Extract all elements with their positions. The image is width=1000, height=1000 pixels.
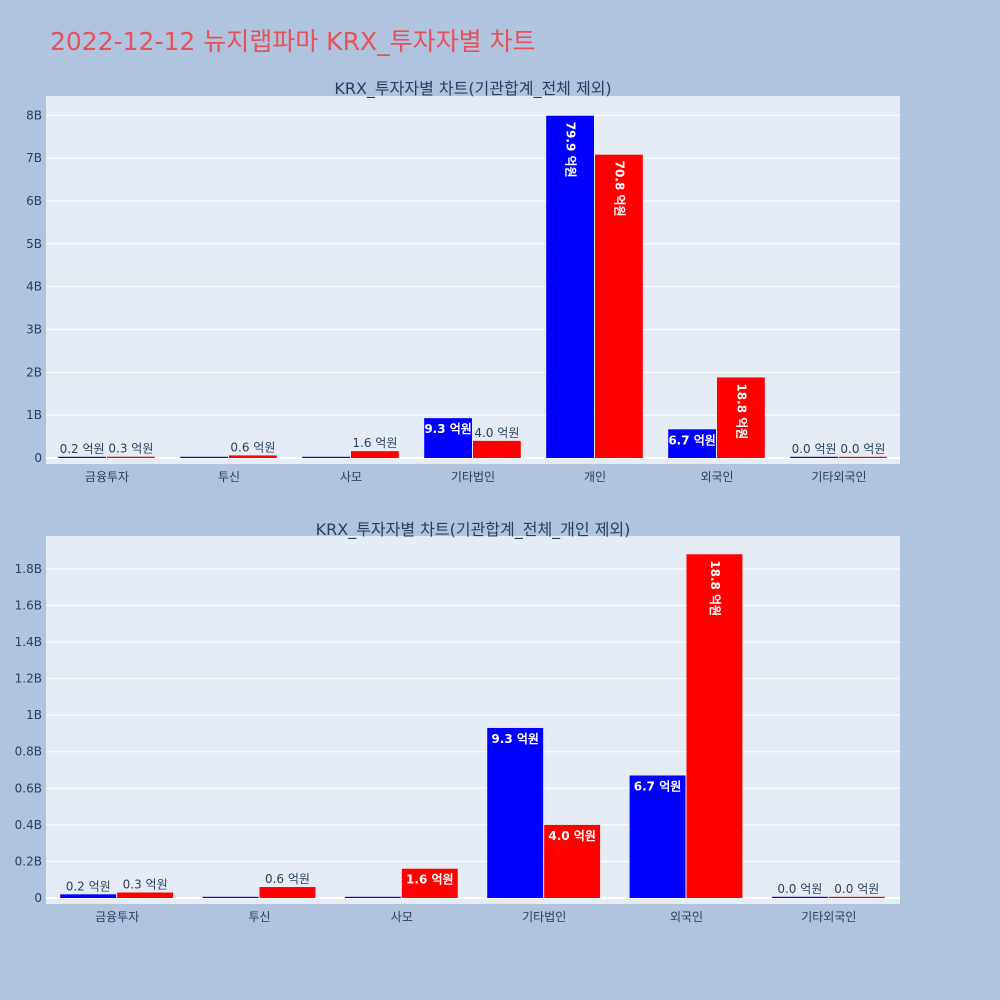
chart-bottom-svg: 0 0.2B 0.4B 0.6B 0.8B 1B 1.2B 1.4B 1.6B 1.8B KRX_투… [15,520,900,924]
chart-1-data-label: 6.7 억원 [634,780,682,794]
chart-0-x-tick-label: 외국인 [700,470,733,484]
chart-0-bar [58,456,106,458]
chart-1-data-label: 9.3 억원 [491,732,539,746]
chart-1-x-tick-label: 기타법인 [522,910,566,924]
chart-1-x-tick-label: 사모 [391,910,413,924]
chart-0-y-tick-label: 6B [26,194,42,208]
chart-1-bar [401,868,458,898]
chart-1-y-tick-label: 1.2B [15,672,42,686]
chart-0-data-label: 0.3 억원 [108,442,153,456]
chart-top: 0 1B 2B 3B 4B 5B 6B 7B 8B KRX_투자자별 차트(기관합계_전체 제외)… [0,70,1000,500]
chart-0-data-label: 70.8 억원 [612,161,626,217]
chart-0-data-label: 0.0 억원 [792,442,837,456]
chart-0-data-label: 6.7 억원 [668,433,716,447]
chart-1-bar [828,896,885,898]
chart-0-bar [302,456,350,458]
chart-1-y-tick-label: 0.8B [15,745,42,759]
chart-0-data-label: 18.8 억원 [734,383,748,439]
chart-1-data-label: 0.0 억원 [834,882,879,896]
chart-0-plot-area [46,96,900,464]
chart-1-data-label: 0.6 억원 [265,872,310,886]
chart-0-y-tick-label: 3B [26,322,42,336]
chart-0-y-tick-label: 4B [26,280,42,294]
chart-0-data-label: 0.2 억원 [60,442,105,456]
chart-1-y-tick-label: 0.2B [15,854,42,868]
chart-1-bar [60,894,117,898]
chart-0-y-tick-label: 8B [26,108,42,122]
chart-1-x-tick-label: 외국인 [670,910,703,924]
chart-0-bar [107,456,155,458]
chart-0-x-tick-label: 사모 [340,470,362,484]
chart-top-svg: 0 1B 2B 3B 4B 5B 6B 7B 8B KRX_투자자별 차트(기관합계_전체 제외)… [26,79,900,484]
chart-1-y-tick-label: 1.8B [15,562,42,576]
chart-1-data-label: 0.3 억원 [123,878,168,892]
chart-1-title: KRX_투자자별 차트(기관합계_전체_개인 제외) [316,520,631,540]
chart-1-x-tick-label: 투신 [248,910,270,924]
chart-1-y-tick-label: 0 [34,891,42,905]
chart-0-data-label: 79.9 억원 [564,122,578,178]
chart-0-bar [180,456,228,458]
chart-1-bar [259,887,316,898]
chart-1-data-label: 18.8 억원 [708,560,722,616]
chart-0-y-tick-label: 5B [26,237,42,251]
chart-1-plot-area [46,536,900,904]
chart-bottom: 0 0.2B 0.4B 0.6B 0.8B 1B 1.2B 1.4B 1.6B 1.8B KRX_투… [0,510,1000,940]
chart-1-bar [117,892,174,898]
chart-1-bar [544,824,601,898]
chart-0-bar [717,377,765,458]
chart-0-x-tick-label: 투신 [218,470,240,484]
chart-0-bar [546,115,594,458]
chart-1-y-tick-label: 1.4B [15,635,42,649]
chart-0-data-label: 0.0 억원 [840,442,885,456]
chart-0-bar [473,440,521,458]
chart-1-y-tick-label: 0.4B [15,818,42,832]
chart-0-x-tick-label: 개인 [584,470,606,484]
chart-1-x-tick-label: 금융투자 [95,910,139,924]
chart-0-bar [790,456,838,458]
chart-0-title: KRX_투자자별 차트(기관합계_전체 제외) [334,79,611,99]
chart-1-data-label: 1.6 억원 [406,873,454,887]
chart-0-bar [229,455,277,458]
chart-0-y-tick-label: 0 [34,451,42,465]
chart-1-y-tick-label: 1.6B [15,598,42,612]
chart-0-bar [839,456,887,458]
page-title: 2022-12-12 뉴지랩파마 KRX_투자자별 차트 [50,27,536,56]
chart-1-bar [487,727,544,898]
chart-1-x-tick-label: 기타외국인 [801,910,856,924]
chart-0-y-tick-label: 1B [26,408,42,422]
chart-0-bar [351,451,399,458]
chart-0-y-tick-label: 2B [26,365,42,379]
chart-0-data-label: 9.3 억원 [424,422,472,436]
chart-0-bar [424,418,472,458]
chart-0-x-tick-label: 기타법인 [451,470,495,484]
chart-1-bar [344,896,401,898]
chart-0-bar [668,429,716,458]
chart-0-bar [595,154,643,458]
chart-1-data-label: 4.0 억원 [548,829,596,843]
chart-0-x-tick-label: 금융투자 [85,470,129,484]
chart-1-bar [686,554,743,898]
chart-1-bar [771,896,828,898]
chart-0-data-label: 0.6 억원 [230,440,275,454]
chart-0-data-label: 1.6 억원 [352,436,397,450]
chart-1-data-label: 0.2 억원 [66,879,111,893]
chart-1-y-tick-label: 0.6B [15,781,42,795]
chart-0-data-label: 4.0 억원 [474,426,519,440]
chart-1-bar [202,896,259,898]
chart-1-data-label: 0.0 억원 [777,882,822,896]
chart-0-y-tick-label: 7B [26,151,42,165]
chart-0-x-tick-label: 기타외국인 [811,470,866,484]
chart-1-bar [629,775,686,898]
chart-1-y-tick-label: 1B [26,708,42,722]
